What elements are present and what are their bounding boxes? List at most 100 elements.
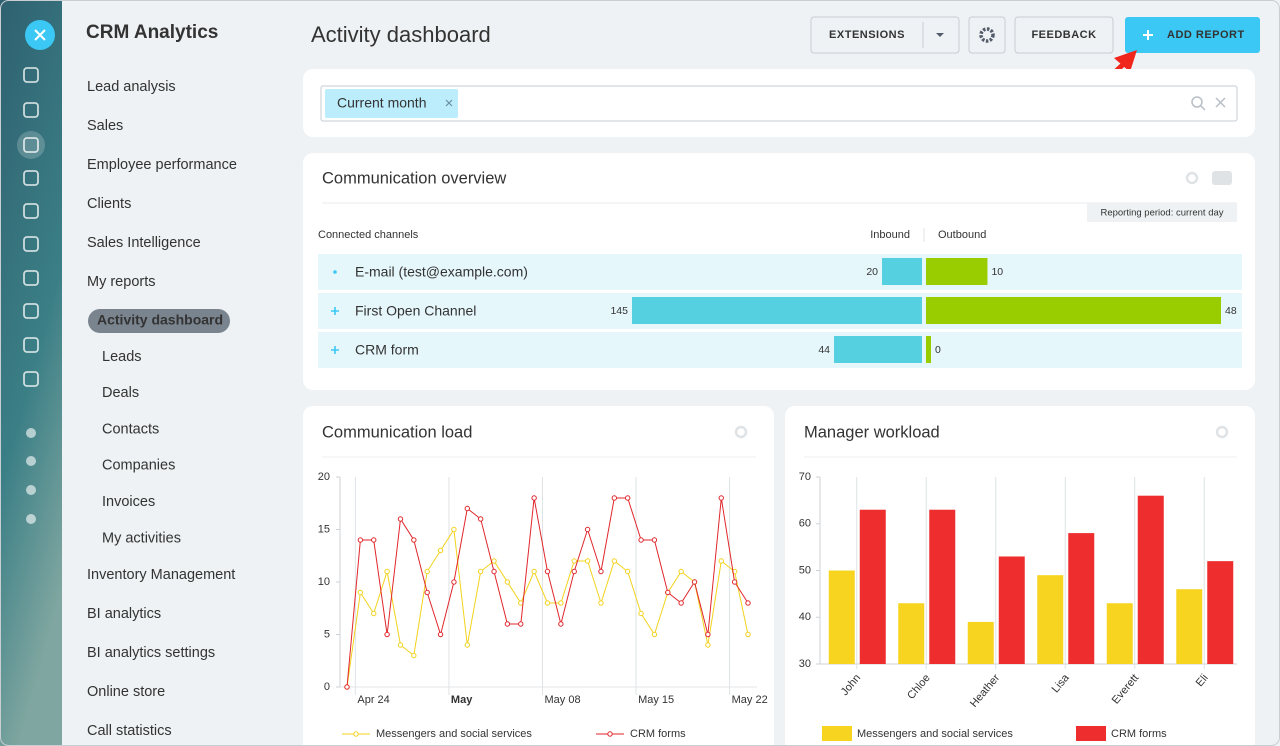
gear-icon (979, 27, 995, 43)
row-expand[interactable] (331, 307, 339, 315)
menu-item[interactable]: Clients (87, 196, 131, 212)
channel-name: E-mail (test@example.com) (355, 264, 528, 280)
nav-icon[interactable] (23, 102, 39, 118)
bar (1037, 575, 1064, 664)
legend-swatch (822, 726, 852, 741)
legend-label[interactable]: Messengers and social services (857, 728, 1013, 740)
close-icon (34, 29, 46, 41)
bar (1207, 561, 1234, 664)
y-tick-label: 30 (799, 658, 811, 670)
data-point (411, 652, 417, 659)
data-point (491, 558, 497, 564)
y-tick-label: 70 (799, 471, 811, 483)
nav-icon[interactable] (23, 303, 39, 319)
column-header: Connected channels (318, 229, 419, 241)
period-label: Reporting period: current day (1100, 208, 1223, 219)
menu-item[interactable]: Sales (87, 118, 123, 134)
icon-bar (0, 0, 62, 746)
bar (859, 509, 886, 664)
channel-row[interactable] (318, 332, 1242, 368)
filter-tag[interactable] (325, 89, 458, 118)
menu-item[interactable]: Employee performance (87, 157, 237, 173)
x-tick-label: May 22 (732, 694, 768, 706)
nav-icon[interactable] (23, 137, 39, 153)
row-expand[interactable] (331, 346, 339, 354)
data-point (745, 631, 751, 638)
nav-icon[interactable] (23, 236, 39, 252)
menu-item[interactable]: BI analytics (87, 606, 161, 622)
data-point (611, 495, 618, 501)
button-label[interactable]: EXTENSIONS (829, 29, 905, 41)
clear-icon (1215, 97, 1226, 108)
nav-icon[interactable] (26, 514, 36, 524)
menu-item[interactable]: Sales Intelligence (87, 235, 201, 251)
bar (998, 556, 1025, 664)
nav-icon[interactable] (23, 67, 39, 83)
add-report-button[interactable] (1125, 17, 1260, 53)
nav-icon[interactable] (26, 428, 36, 438)
menu-item[interactable]: Call statistics (87, 723, 172, 739)
data-point (745, 600, 751, 606)
menu-item[interactable]: Online store (87, 684, 165, 700)
data-point (371, 537, 377, 543)
data-point (544, 600, 551, 606)
bar (929, 509, 956, 664)
submenu-item[interactable]: Contacts (102, 421, 159, 437)
data-point (397, 516, 404, 522)
nav-icon[interactable] (23, 337, 39, 353)
tag-remove (445, 99, 453, 107)
button-label[interactable]: FEEDBACK (1031, 29, 1096, 41)
search-icon (1191, 96, 1203, 108)
menu-item[interactable]: Lead analysis (87, 79, 176, 95)
legend-marker (607, 731, 613, 737)
y-tick-label: 15 (318, 523, 330, 535)
data-point (691, 579, 698, 585)
feedback-button[interactable] (1014, 16, 1114, 54)
panel-settings[interactable] (1215, 425, 1229, 439)
page-title: Activity dashboard (311, 22, 491, 47)
filter-input[interactable] (320, 85, 1238, 122)
nav-icon[interactable] (23, 270, 39, 286)
menu-item[interactable]: My reports (87, 274, 156, 290)
legend-swatch (1076, 726, 1106, 741)
data-point (491, 568, 497, 575)
extensions-button[interactable] (810, 16, 960, 54)
data-point (531, 568, 537, 575)
data-point (544, 568, 551, 575)
y-tick-label: 10 (318, 576, 330, 588)
nav-icon[interactable] (26, 485, 36, 495)
data-point (731, 579, 738, 585)
data-point (357, 589, 364, 596)
legend-label[interactable]: CRM forms (1111, 728, 1167, 740)
submenu-item[interactable]: Leads (102, 349, 142, 365)
legend-label[interactable]: CRM forms (630, 728, 686, 740)
nav-icon[interactable] (23, 371, 39, 387)
submenu-item[interactable]: Companies (102, 458, 175, 474)
bar (898, 603, 925, 664)
data-point (464, 505, 470, 512)
submenu-item[interactable]: Activity dashboard (97, 312, 223, 328)
panel-title: Manager workload (804, 423, 940, 441)
x-tick-label: May 08 (545, 694, 581, 706)
button-label[interactable]: ADD REPORT (1167, 29, 1245, 41)
data-point (384, 631, 390, 638)
nav-icon[interactable] (26, 456, 36, 466)
submenu-item[interactable]: My activities (102, 530, 181, 546)
settings-button[interactable] (968, 16, 1006, 54)
nav-icon[interactable] (23, 170, 39, 186)
data-point (598, 568, 604, 575)
data-point (638, 537, 644, 543)
inbound-bar (882, 258, 922, 285)
data-point (665, 589, 671, 596)
channel-row[interactable] (318, 254, 1242, 290)
submenu-item[interactable]: Deals (102, 385, 139, 401)
bar (1068, 533, 1095, 664)
nav-icon[interactable] (23, 203, 39, 219)
data-point (451, 579, 457, 585)
menu-item[interactable]: BI analytics settings (87, 645, 215, 661)
submenu-item[interactable]: Invoices (102, 494, 155, 510)
menu-item[interactable]: Inventory Management (87, 567, 235, 583)
legend-label[interactable]: Messengers and social services (376, 728, 532, 740)
panel-settings[interactable] (734, 425, 748, 439)
